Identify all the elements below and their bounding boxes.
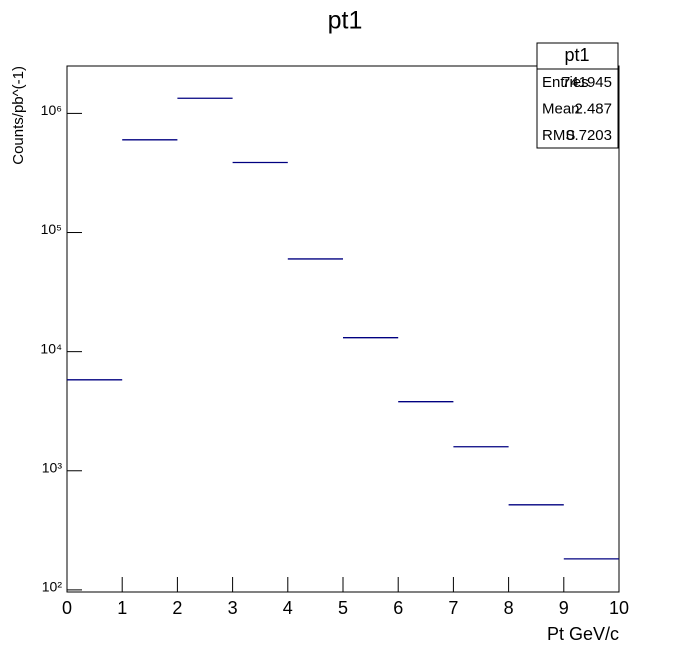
x-tick-label: 2: [172, 598, 182, 618]
stats-box: [536, 42, 619, 149]
x-tick-label: 4: [283, 598, 293, 618]
y-tick-label: 10⁵: [41, 221, 62, 237]
x-axis-label: Pt GeV/c: [547, 624, 619, 644]
x-tick-label: 5: [338, 598, 348, 618]
y-tick-label: 10³: [42, 459, 63, 475]
x-tick-label: 8: [504, 598, 514, 618]
y-tick-label: 10⁶: [41, 102, 62, 118]
x-tick-label: 3: [228, 598, 238, 618]
y-tick-label: 10²: [42, 579, 63, 595]
chart-title: pt1: [328, 7, 363, 35]
stats-title: pt1: [564, 45, 589, 65]
stats-value: 741945: [562, 74, 612, 91]
x-tick-label: 9: [559, 598, 569, 618]
y-tick-label: 10⁴: [40, 340, 62, 356]
x-tick-label: 10: [609, 598, 629, 618]
x-tick-label: 6: [393, 598, 403, 618]
x-tick-label: 1: [117, 598, 127, 618]
stats-label: Entries: [542, 74, 589, 91]
stats-value: 0.7203: [566, 127, 612, 144]
x-tick-label: 0: [62, 598, 72, 618]
x-tick-label: 7: [448, 598, 458, 618]
stats-label: RMS: [542, 127, 575, 144]
stats-label: Mean: [542, 100, 580, 117]
y-axis-label: Counts/pb^(-1): [10, 66, 27, 165]
stats-value: 2.487: [574, 100, 612, 117]
